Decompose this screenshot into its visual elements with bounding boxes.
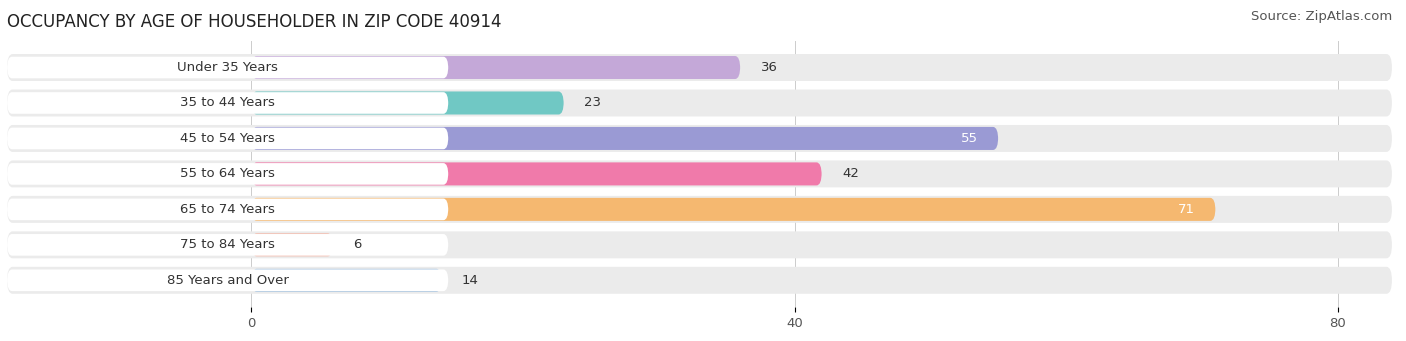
FancyBboxPatch shape: [7, 128, 449, 149]
Text: 55 to 64 Years: 55 to 64 Years: [180, 167, 276, 180]
Text: 75 to 84 Years: 75 to 84 Years: [180, 238, 276, 251]
Text: 85 Years and Over: 85 Years and Over: [167, 274, 288, 287]
Text: OCCUPANCY BY AGE OF HOUSEHOLDER IN ZIP CODE 40914: OCCUPANCY BY AGE OF HOUSEHOLDER IN ZIP C…: [7, 13, 502, 31]
FancyBboxPatch shape: [7, 125, 1392, 152]
Text: 23: 23: [583, 97, 602, 109]
FancyBboxPatch shape: [252, 162, 821, 186]
FancyBboxPatch shape: [7, 267, 1392, 294]
Text: 55: 55: [960, 132, 977, 145]
FancyBboxPatch shape: [252, 198, 1215, 221]
FancyBboxPatch shape: [252, 127, 998, 150]
Text: Under 35 Years: Under 35 Years: [177, 61, 278, 74]
Text: 65 to 74 Years: 65 to 74 Years: [180, 203, 276, 216]
FancyBboxPatch shape: [7, 198, 449, 220]
FancyBboxPatch shape: [7, 57, 449, 78]
FancyBboxPatch shape: [7, 234, 449, 256]
FancyBboxPatch shape: [7, 163, 449, 185]
FancyBboxPatch shape: [252, 233, 333, 256]
FancyBboxPatch shape: [7, 196, 1392, 223]
FancyBboxPatch shape: [252, 91, 564, 115]
FancyBboxPatch shape: [7, 54, 1392, 81]
FancyBboxPatch shape: [7, 92, 449, 114]
Text: 71: 71: [1178, 203, 1195, 216]
Text: Source: ZipAtlas.com: Source: ZipAtlas.com: [1251, 10, 1392, 23]
FancyBboxPatch shape: [7, 89, 1392, 117]
Text: 36: 36: [761, 61, 778, 74]
Text: 35 to 44 Years: 35 to 44 Years: [180, 97, 276, 109]
Text: 6: 6: [353, 238, 361, 251]
Text: 14: 14: [463, 274, 479, 287]
Text: 42: 42: [842, 167, 859, 180]
FancyBboxPatch shape: [7, 269, 449, 291]
FancyBboxPatch shape: [7, 160, 1392, 188]
FancyBboxPatch shape: [252, 56, 740, 79]
Text: 45 to 54 Years: 45 to 54 Years: [180, 132, 276, 145]
FancyBboxPatch shape: [252, 269, 441, 292]
FancyBboxPatch shape: [7, 231, 1392, 258]
